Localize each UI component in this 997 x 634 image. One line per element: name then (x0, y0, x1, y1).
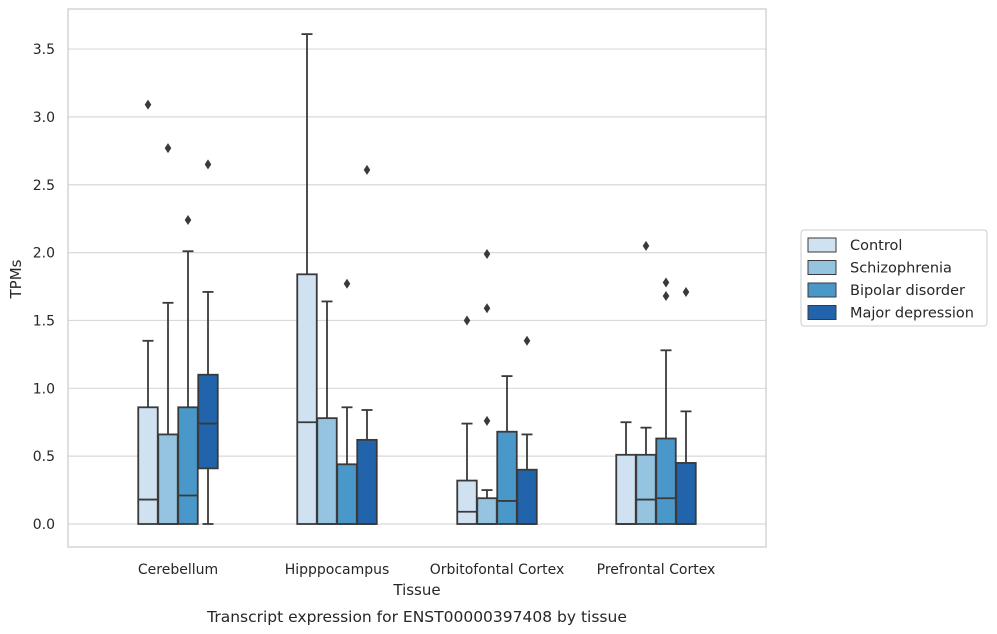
box-0-2 (177, 215, 199, 525)
x-tick-label: Orbitofontal Cortex (430, 562, 565, 578)
plot-frame (67, 8, 767, 548)
y-tick-label: 0.5 (33, 449, 55, 465)
outlier-point (483, 415, 491, 426)
box-0-3 (197, 159, 219, 525)
x-tick-label: Prefrontal Cortex (597, 562, 716, 578)
outlier-point (523, 335, 531, 346)
legend-label: Major depression (850, 306, 974, 322)
outlier-point (343, 278, 351, 289)
iqr-box (296, 273, 318, 525)
outlier-point (682, 286, 690, 297)
x-tick-label: Cerebellum (138, 562, 218, 578)
legend-frame (800, 229, 988, 327)
iqr-box (197, 373, 219, 470)
legend-swatch (807, 260, 837, 275)
box-2-1 (476, 248, 498, 525)
box-3-3 (675, 286, 697, 525)
legend-label: Control (850, 238, 902, 254)
iqr-box (675, 462, 697, 525)
y-tick-label: 1.5 (33, 313, 55, 329)
box-1-0 (296, 33, 318, 525)
box-1-3 (356, 164, 378, 525)
outlier-point (463, 315, 471, 326)
box-3-1 (635, 240, 657, 525)
outlier-point (642, 240, 650, 251)
legend-swatch (807, 305, 837, 320)
y-axis-label: TPMs (7, 259, 25, 299)
iqr-box (655, 437, 677, 525)
iqr-box (476, 497, 498, 525)
iqr-box (496, 430, 518, 525)
box-0-1 (157, 143, 179, 525)
outlier-point (662, 277, 670, 288)
y-tick-label: 1.0 (33, 381, 55, 397)
iqr-box (356, 438, 378, 525)
iqr-box (516, 468, 538, 525)
y-tick-label: 3.5 (33, 42, 55, 58)
y-tick-labels: 0.0 0.5 1.0 1.5 2.0 2.5 3.0 3.5 (33, 42, 55, 533)
x-tick-label: Hipppocampus (285, 562, 390, 578)
outlier-point (184, 215, 192, 226)
iqr-box (615, 453, 637, 525)
iqr-box (635, 453, 657, 525)
y-tick-label: 2.0 (33, 246, 55, 262)
outlier-point (204, 159, 212, 170)
legend-label: Schizophrenia (850, 261, 952, 277)
legend-swatch (807, 237, 837, 253)
legend-label: Bipolar disorder (850, 283, 965, 299)
outlier-point (483, 303, 491, 314)
box-3-0 (615, 421, 637, 525)
box-3-2 (655, 277, 677, 525)
outlier-point (662, 291, 670, 302)
outlier-point (483, 248, 491, 259)
legend-swatch (807, 282, 837, 298)
box-2-3 (516, 335, 538, 525)
outlier-point (363, 164, 371, 175)
box-2-2 (496, 375, 518, 525)
chart-caption: Transcript expression for ENST0000039740… (206, 608, 627, 626)
iqr-box (177, 406, 199, 525)
box-1-2 (336, 278, 358, 525)
iqr-box (456, 479, 478, 525)
iqr-box (336, 463, 358, 525)
x-tick-labels: Cerebellum Hipppocampus Orbitofontal Corte… (138, 562, 715, 578)
legend: Control Schizophrenia Bipolar disorder Majo… (800, 229, 988, 327)
box-0-0 (137, 99, 159, 525)
outlier-point (164, 143, 172, 154)
outlier-point (144, 99, 152, 110)
x-axis-label: Tissue (392, 581, 440, 599)
iqr-box (316, 417, 338, 525)
box-2-0 (456, 315, 478, 525)
y-tick-label: 2.5 (33, 178, 55, 194)
box-1-1 (316, 300, 338, 525)
iqr-box (137, 406, 159, 525)
iqr-box (157, 433, 179, 525)
y-tick-label: 3.0 (33, 110, 55, 126)
y-tick-label: 0.0 (33, 517, 55, 533)
box-plots (137, 33, 697, 525)
